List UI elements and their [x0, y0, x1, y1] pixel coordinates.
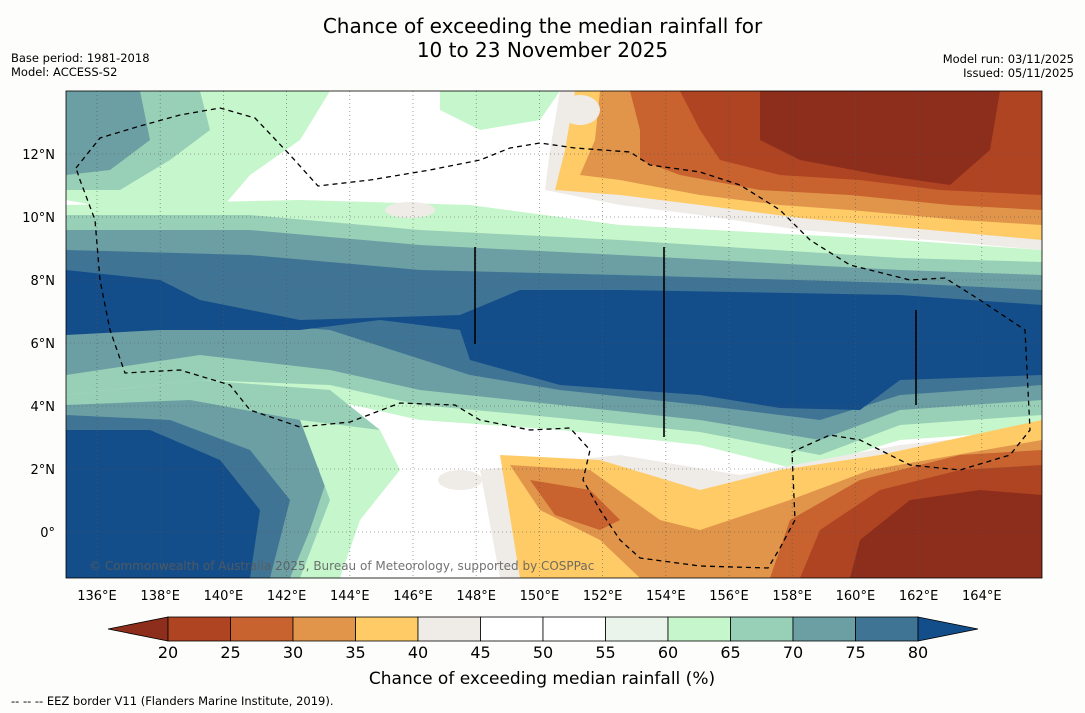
region-nw-light-green-top — [440, 91, 560, 130]
longitude-tick-label: 152°E — [583, 589, 623, 604]
colorbar-swatch — [355, 616, 419, 642]
model-label: Model: ACCESS-S2 — [11, 65, 118, 79]
eez-footnote: -- -- -- EEZ border V11 (Flanders Marine… — [11, 694, 334, 708]
colorbar-tick-label: 45 — [470, 643, 490, 662]
colorbar-swatch — [417, 616, 481, 642]
eez-borders — [75, 107, 1031, 569]
map-frame — [65, 90, 1043, 579]
longitude-tick-label: 150°E — [520, 589, 560, 604]
longitude-tick-label: 154°E — [646, 589, 686, 604]
longitude-tick-label: 162°E — [899, 589, 939, 604]
colorbar-swatch — [167, 616, 231, 642]
copyright-notice: © Commonwealth of Australia 2025, Bureau… — [89, 559, 594, 573]
title-line-1: Chance of exceeding the median rainfall … — [322, 14, 763, 38]
latitude-tick-label: 0° — [40, 526, 55, 541]
run-info: Model run: 03/11/2025 Issued: 05/11/2025 — [943, 52, 1074, 80]
colorbar-extend-low — [107, 616, 169, 642]
latitude-ticks: 12°N 10°N 8°N 6°N 4°N 2°N 0° — [22, 148, 55, 541]
longitude-tick-label: 158°E — [772, 589, 812, 604]
boundary-markers — [474, 247, 917, 437]
colorbar-title: Chance of exceeding median rainfall (%) — [369, 669, 715, 689]
colorbar-tick-label: 35 — [345, 643, 365, 662]
colorbar-swatch — [230, 616, 294, 642]
longitude-tick-label: 136°E — [77, 589, 117, 604]
patch-grey-2 — [560, 95, 600, 125]
colorbar-tick-label: 55 — [595, 643, 615, 662]
base-period-label: Base period: 1981-2018 — [11, 51, 150, 65]
colorbar-swatch — [542, 616, 606, 642]
latitude-tick-label: 6°N — [31, 337, 56, 352]
colorbar-tick-label: 80 — [908, 643, 928, 662]
latitude-tick-label: 8°N — [31, 274, 56, 289]
colorbar-tick-label: 30 — [283, 643, 303, 662]
longitude-tick-label: 156°E — [709, 589, 749, 604]
patch-grey-1 — [385, 202, 435, 218]
chart-title: Chance of exceeding the median rainfall … — [0, 14, 1085, 62]
colorbar-tick-label: 25 — [220, 643, 240, 662]
colorbar-tick-label: 75 — [845, 643, 865, 662]
colorbar-swatch — [480, 616, 544, 642]
issued-label: Issued: 05/11/2025 — [963, 66, 1074, 80]
region-band-deep-blue — [66, 270, 1042, 410]
region-ne-dark-red — [760, 91, 1000, 185]
longitude-ticks: 136°E 138°E 140°E 142°E 144°E 146°E 148°E 150°E… — [77, 589, 1001, 604]
longitude-tick-label: 142°E — [267, 589, 307, 604]
longitude-tick-label: 164°E — [962, 589, 1002, 604]
longitude-tick-label: 146°E — [393, 589, 433, 604]
colorbar-tick-label: 60 — [658, 643, 678, 662]
colorbar-tick-label: 40 — [408, 643, 428, 662]
colorbar-tick-label: 20 — [158, 643, 178, 662]
colorbar-swatch — [292, 616, 356, 642]
longitude-tick-label: 140°E — [204, 589, 244, 604]
colorbar-swatch — [792, 616, 856, 642]
longitude-tick-label: 148°E — [456, 589, 496, 604]
colorbar-extend-high — [917, 616, 979, 642]
title-line-2: 10 to 23 November 2025 — [416, 38, 669, 62]
colorbar: 20 25 30 35 40 45 50 55 60 65 70 75 80 — [107, 616, 979, 662]
longitude-tick-label: 160°E — [836, 589, 876, 604]
longitude-tick-label: 138°E — [140, 589, 180, 604]
base-info: Base period: 1981-2018 Model: ACCESS-S2 — [11, 51, 150, 79]
rainfall-probability-field — [66, 91, 1042, 578]
colorbar-tick-label: 65 — [720, 643, 740, 662]
model-run-label: Model run: 03/11/2025 — [942, 52, 1074, 66]
colorbar-swatch — [730, 616, 794, 642]
region-se-dark-red — [850, 490, 1042, 578]
colorbar-tick-label: 50 — [533, 643, 553, 662]
colorbar-swatch — [605, 616, 669, 642]
latitude-tick-label: 2°N — [31, 463, 56, 478]
latitude-tick-label: 10°N — [22, 211, 55, 226]
eez-border-palau-fsm — [75, 107, 1031, 569]
patch-grey-3 — [438, 470, 482, 490]
region-sw-deep-blue — [66, 430, 260, 578]
colorbar-tick-label: 70 — [783, 643, 803, 662]
graticule — [66, 91, 1042, 578]
longitude-tick-label: 144°E — [330, 589, 370, 604]
latitude-tick-label: 4°N — [31, 400, 56, 415]
colorbar-swatch — [855, 616, 919, 642]
colorbar-swatch — [667, 616, 731, 642]
latitude-tick-label: 12°N — [22, 148, 55, 163]
